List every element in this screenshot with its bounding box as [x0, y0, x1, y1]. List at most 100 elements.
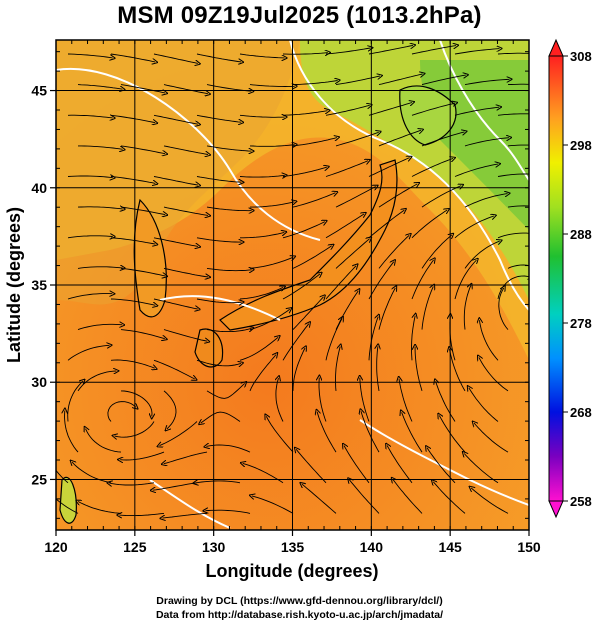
map-plot-area — [56, 40, 529, 530]
streamline — [292, 193, 335, 208]
streamline — [153, 298, 198, 309]
streamline — [474, 423, 509, 453]
streamline — [120, 267, 165, 276]
colorbar-tick-label: 268 — [570, 405, 592, 420]
streamline — [206, 145, 252, 151]
streamline — [56, 469, 69, 484]
streamline — [153, 176, 198, 186]
streamline — [454, 260, 476, 300]
streamline — [507, 264, 529, 269]
streamline — [368, 210, 404, 239]
streamline — [387, 446, 413, 484]
colorbar-tick-label: 288 — [570, 227, 592, 242]
streamline — [206, 206, 252, 211]
streamline — [243, 463, 284, 484]
streamline — [399, 379, 413, 422]
streamline — [497, 52, 529, 55]
korea-peninsula — [133, 198, 167, 318]
y-tick-label: 40 — [31, 180, 47, 196]
streamline — [471, 488, 509, 514]
streamline — [302, 484, 337, 514]
streamline — [292, 138, 337, 147]
streamline — [120, 451, 165, 460]
streamline — [335, 76, 380, 86]
streamline — [497, 173, 529, 177]
colorbar-tick-label: 308 — [570, 49, 592, 64]
x-tick-label: 150 — [517, 539, 541, 555]
streamline — [110, 53, 155, 62]
colorbar-tick-label: 298 — [570, 138, 592, 153]
streamline — [319, 378, 327, 422]
streamline — [153, 482, 198, 490]
streamline — [317, 412, 337, 453]
streamline — [153, 114, 198, 124]
streamline — [77, 207, 123, 209]
streamline — [78, 145, 123, 149]
streamline — [368, 262, 394, 300]
streamline — [119, 513, 165, 515]
streamline — [107, 401, 136, 422]
streamline — [196, 53, 241, 62]
streamline — [205, 510, 251, 513]
streamline — [421, 75, 466, 86]
streamline — [72, 462, 112, 484]
streamline — [206, 268, 252, 270]
streamline — [378, 235, 409, 269]
x-tick-label: 120 — [44, 539, 68, 555]
streamline — [411, 260, 434, 300]
streamline — [196, 114, 241, 122]
streamline — [368, 103, 412, 116]
streamline — [282, 324, 309, 361]
x-tick-label: 125 — [123, 539, 147, 555]
streamline — [368, 45, 413, 55]
streamline — [411, 46, 456, 55]
streamline — [421, 235, 452, 269]
streamline — [411, 316, 416, 361]
streamline — [77, 267, 123, 269]
credit-drawing: Drawing by DCL (https://www.gfd-dennou.o… — [156, 595, 443, 607]
streamline — [65, 411, 79, 453]
streamline — [464, 241, 500, 269]
streamline — [196, 359, 241, 366]
streamline — [325, 161, 368, 177]
longitude-ticks: 120 125 130 135 140 145 150 — [44, 40, 541, 555]
y-axis-label: Latitude (degrees) — [4, 207, 24, 363]
streamline — [411, 103, 455, 116]
y-tick-label: 30 — [31, 374, 47, 390]
streamline — [110, 298, 155, 305]
streamline — [78, 502, 122, 514]
streamline — [480, 320, 499, 361]
streamline — [282, 274, 320, 300]
streamline — [206, 328, 251, 331]
streamline — [378, 288, 395, 330]
streamline — [67, 115, 113, 118]
streamline — [393, 479, 423, 514]
japan-honshu — [219, 159, 398, 331]
streamline — [67, 294, 112, 300]
streamline — [335, 347, 341, 391]
streamline — [153, 359, 195, 379]
lat-lon-grid — [56, 40, 529, 530]
streamline — [109, 483, 155, 485]
colorbar-min-arrow — [548, 500, 564, 519]
streamline — [115, 421, 155, 438]
map-title: MSM 09Z19Jul2025 (1013.2hPa) — [117, 2, 482, 29]
streamline — [110, 114, 155, 122]
streamline — [507, 83, 529, 86]
x-axis-label: Longitude (degrees) — [205, 561, 378, 581]
credits: Drawing by DCL (https://www.gfd-dennou.o… — [0, 594, 599, 622]
streamline — [67, 176, 113, 178]
streamline — [120, 206, 165, 215]
streamline — [282, 111, 328, 116]
streamline — [292, 348, 305, 391]
streamline — [411, 210, 447, 239]
streamline — [110, 176, 155, 184]
streamline — [249, 85, 295, 87]
streamline — [335, 187, 376, 208]
streamline — [249, 355, 276, 392]
y-tick-label: 25 — [31, 471, 47, 487]
streamline — [282, 222, 325, 239]
streamline — [454, 164, 498, 177]
streamline — [249, 309, 290, 331]
